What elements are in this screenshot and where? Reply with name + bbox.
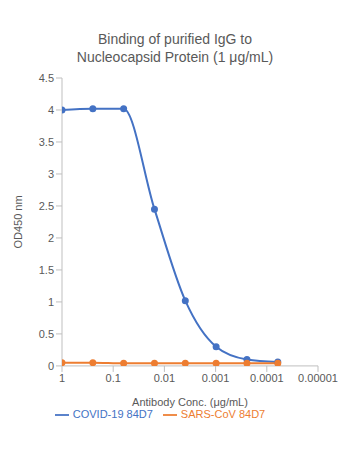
svg-text:2.5: 2.5	[39, 200, 54, 212]
svg-text:Antibody Conc. (μg/mL): Antibody Conc. (μg/mL)	[132, 396, 248, 408]
svg-text:0: 0	[48, 360, 54, 372]
html-text:COVID-19 84D7: COVID-19 84D7	[72, 407, 153, 420]
svg-text:3.5: 3.5	[39, 136, 54, 148]
svg-text:0.1: 0.1	[106, 372, 121, 384]
svg-text:1.5: 1.5	[39, 264, 54, 276]
svg-text:0.0001: 0.0001	[250, 372, 284, 384]
svg-text:1: 1	[59, 372, 65, 384]
html-text:Nucleocapsid Protein (1 μg/mL): Nucleocapsid Protein (1 μg/mL)	[76, 49, 274, 65]
svg-text:OD450 nm: OD450 nm	[12, 195, 24, 248]
svg-text:4.5: 4.5	[39, 72, 54, 84]
svg-text:1: 1	[48, 296, 54, 308]
svg-text:0.01: 0.01	[154, 372, 175, 384]
svg-text:2: 2	[48, 232, 54, 244]
svg-text:3: 3	[48, 168, 54, 180]
html-text:SARS-CoV 84D7: SARS-CoV 84D7	[180, 407, 266, 420]
svg-text:0.00001: 0.00001	[298, 372, 338, 384]
svg-text:0.5: 0.5	[39, 328, 54, 340]
svg-text:4: 4	[48, 104, 54, 116]
svg-text:0.001: 0.001	[202, 372, 230, 384]
html-text:Binding of purified IgG to: Binding of purified IgG to	[97, 31, 252, 47]
